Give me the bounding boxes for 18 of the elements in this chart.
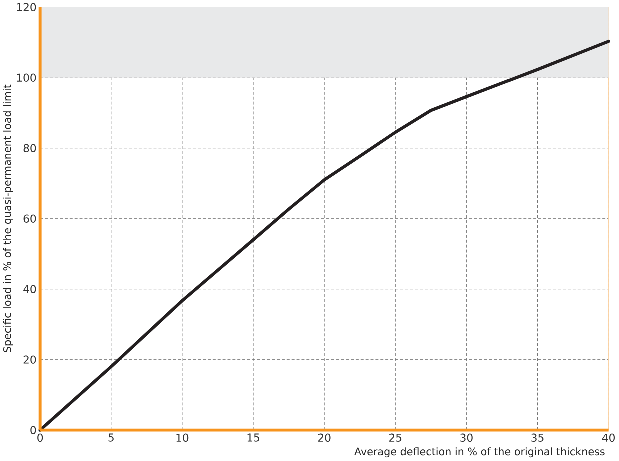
- y-tick-label: 120: [17, 3, 36, 12]
- x-tick-label: 5: [108, 434, 114, 442]
- y-tick-label: 60: [24, 214, 36, 223]
- x-tick-label: 10: [176, 434, 189, 442]
- x-tick-label: 30: [460, 434, 473, 442]
- y-tick-label: 20: [24, 356, 36, 364]
- x-tick-label: 35: [532, 434, 544, 442]
- y-axis-title: Specific load in % of the quasi-permanent load limit: [3, 84, 14, 352]
- x-tick-label: 0: [38, 434, 44, 442]
- x-tick-label: 25: [390, 434, 402, 442]
- y-tick-label: 100: [17, 74, 36, 82]
- y-tick-label: 0: [30, 426, 36, 434]
- x-tick-label: 15: [248, 434, 260, 442]
- x-tick-label: 40: [602, 434, 615, 442]
- y-tick-label: 80: [24, 144, 36, 152]
- x-axis-title: Average deflection in % of the original thickness: [354, 448, 605, 458]
- x-tick-label: 20: [318, 434, 331, 442]
- y-tick-label: 40: [24, 285, 36, 294]
